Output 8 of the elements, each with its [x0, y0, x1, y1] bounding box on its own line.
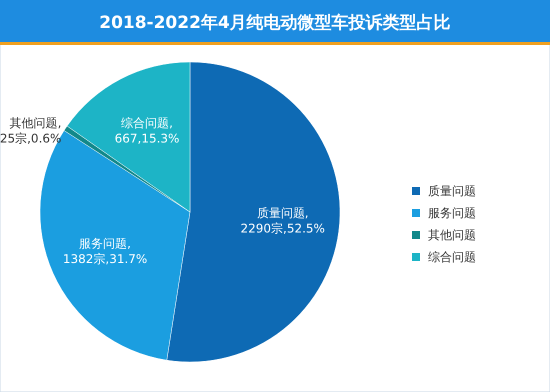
data-label: 质量问题, 2290宗,52.5%: [240, 206, 325, 236]
legend-label: 综合问题: [428, 250, 476, 264]
data-label: 综合问题, 667,15.3%: [114, 116, 180, 146]
data-label: 服务问题, 1382宗,31.7%: [62, 236, 148, 266]
chart-title: 2018-2022年4月纯电动微型车投诉类型占比: [99, 13, 451, 33]
legend-label: 服务问题: [428, 206, 476, 220]
legend-label: 质量问题: [428, 184, 476, 198]
legend-label: 其他问题: [428, 228, 476, 242]
